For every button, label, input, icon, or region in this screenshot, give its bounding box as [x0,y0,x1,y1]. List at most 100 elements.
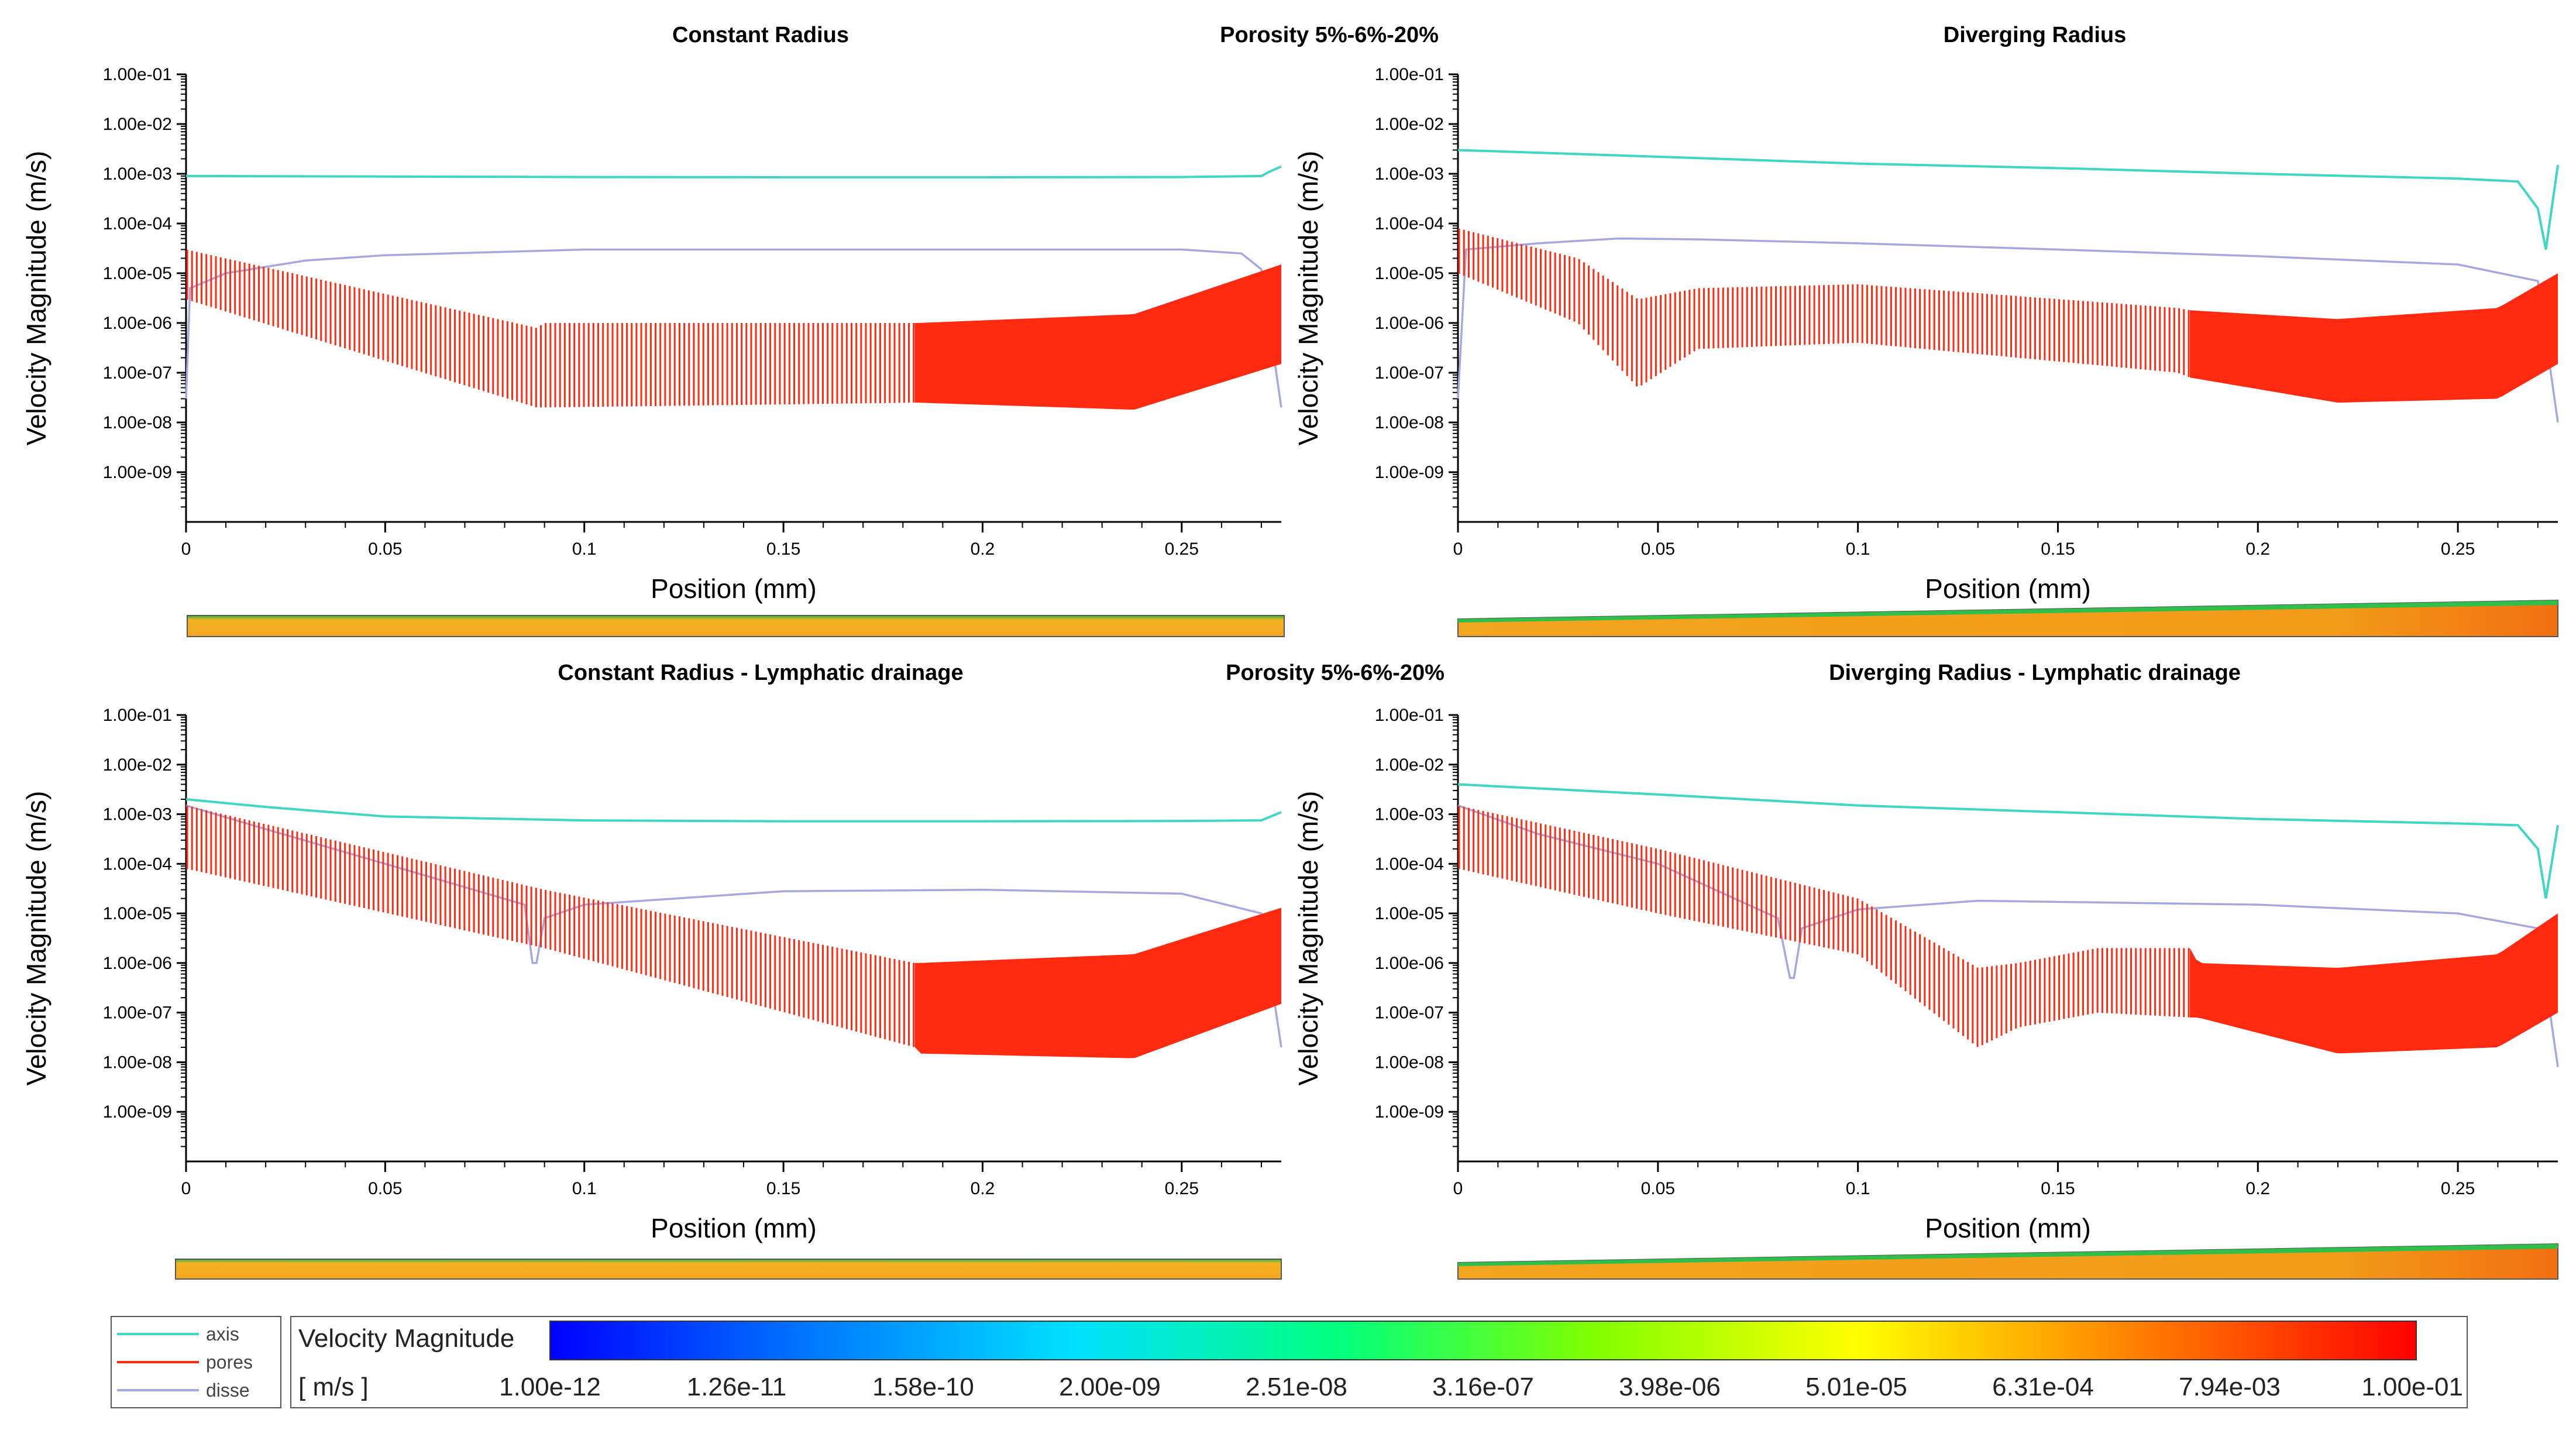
colorbar-tick-label: 1.00e-12 [499,1373,601,1401]
y-tick-label: 1.00e-07 [1375,363,1444,383]
y-tick-label: 1.00e-03 [103,164,172,184]
chart-title: Diverging Radius [1944,23,2127,47]
chart-constant-radius: Constant Radius 1.00e-01 1.00e-02 1.00e-03 1… [21,23,1282,604]
x-tick-label: 0.05 [368,1179,402,1198]
x-tick-label: 0.1 [572,1179,597,1198]
x-tick-label: 0.15 [766,539,800,559]
x-tick-label: 0.1 [1846,1179,1870,1198]
porosity-label-bottom: Porosity 5%-6%-20% [1226,661,1445,685]
legend: axis pores disse [111,1316,281,1408]
colorbar-gradient [549,1321,2417,1360]
legend-label-disse: disse [206,1380,250,1401]
chart-title: Constant Radius - Lymphatic drainage [558,661,963,685]
x-tick-label: 0 [181,1179,191,1198]
y-tick-label: 1.00e-04 [103,214,172,233]
axis-series-line [1457,149,2559,250]
x-tick-label: 0.25 [2441,539,2475,559]
pores-dense-band [914,908,1281,1058]
x-axis-label: Position (mm) [1925,573,2091,604]
y-axis-label: Velocity Magnitude (m/s) [21,151,51,446]
colorbar-tick-label: 2.00e-09 [1059,1373,1161,1401]
x-tick-label: 0.2 [2245,1179,2270,1198]
x-tick-label: 0 [1453,1179,1463,1198]
legend-label-pores: pores [206,1352,253,1373]
y-tick-label: 1.00e-03 [1375,805,1444,824]
pores-dense-band [2190,913,2558,1054]
disse-series-line [1457,237,2559,423]
axis-series-line [185,798,1282,823]
x-tick-label: 0 [1453,539,1463,559]
y-tick-label: 1.00e-06 [103,314,172,333]
x-tick-label: 0.2 [971,1179,995,1198]
geometry-strip-constant-top [187,615,1285,637]
chart-constant-radius-lymphatic: Constant Radius - Lymphatic drainage 1.00… [21,661,1282,1243]
y-tick-label: 1.00e-04 [1375,214,1444,233]
colorbar-tick-label: 3.16e-07 [1432,1373,1534,1401]
geometry-strip-constant-bottom [175,1259,1282,1280]
x-tick-label: 0.25 [2441,1179,2475,1198]
colorbar-tick-label: 2.51e-08 [1246,1373,1347,1401]
y-tick-label: 1.00e-05 [103,264,172,283]
x-tick-label: 0.2 [971,539,995,559]
disse-series-line [1457,804,2559,1067]
colorbar-tick-label: 5.01e-05 [1805,1373,1907,1401]
y-axis-label: Velocity Magnitude (m/s) [21,791,51,1086]
x-tick-label: 0.2 [2245,539,2270,559]
geometry-strip-diverging-bottom [1457,1243,2558,1280]
axis-series-line [1457,783,2559,899]
chart-title: Diverging Radius - Lymphatic drainage [1829,661,2241,685]
y-tick-label: 1.00e-01 [103,706,172,725]
disse-series-line [185,804,1282,1048]
porosity-label-top: Porosity 5%-6%-20% [1220,23,1439,47]
colorbar: Velocity Magnitude [ m/s ] 1.00e-12 1.26e… [290,1316,2468,1408]
x-tick-label: 0.1 [1846,539,1870,559]
x-tick-label: 0.05 [1641,539,1675,559]
y-tick-label: 1.00e-01 [1375,706,1444,725]
y-tick-label: 1.00e-06 [1375,314,1444,333]
geometry-strip-diverging-top [1457,599,2558,637]
y-tick-label: 1.00e-09 [1375,463,1444,482]
y-tick-label: 1.00e-02 [103,755,172,775]
x-tick-label: 0.25 [1165,539,1199,559]
legend-label-axis: axis [206,1324,239,1345]
y-tick-label: 1.00e-05 [103,904,172,923]
colorbar-tick-label: 1.26e-11 [687,1373,786,1401]
colorbar-tick-label: 3.98e-06 [1619,1373,1721,1401]
x-tick-label: 0.1 [572,539,597,559]
colorbar-tick-label: 7.94e-03 [2179,1373,2281,1401]
x-tick-label: 0.05 [1641,1179,1675,1198]
y-tick-label: 1.00e-03 [103,805,172,824]
y-tick-label: 1.00e-07 [103,1003,172,1023]
pores-dense-band [914,264,1281,410]
y-tick-label: 1.00e-02 [1375,755,1444,775]
y-tick-label: 1.00e-03 [1375,164,1444,184]
chart-title: Constant Radius [672,23,849,47]
chart-diverging-radius-lymphatic: Diverging Radius - Lymphatic drainage 1.0… [1293,661,2559,1243]
x-tick-label: 0.15 [2041,539,2075,559]
colorbar-tick-label: 6.31e-04 [1992,1373,2094,1401]
x-axis-label: Position (mm) [1925,1213,2091,1243]
y-tick-label: 1.00e-02 [1375,115,1444,134]
y-tick-label: 1.00e-02 [103,115,172,134]
chart-diverging-radius: Diverging Radius 1.00e-01 1.00e-02 1.00e-03… [1293,23,2559,604]
x-tick-label: 0.15 [766,1179,800,1198]
y-tick-label: 1.00e-01 [1375,65,1444,84]
x-tick-label: 0.25 [1165,1179,1199,1198]
y-tick-label: 1.00e-09 [1375,1102,1444,1122]
axis-series-line [185,165,1282,178]
y-tick-label: 1.00e-06 [1375,954,1444,973]
x-tick-label: 0 [181,539,191,559]
y-axis-label: Velocity Magnitude (m/s) [1293,791,1323,1086]
colorbar-tick-label: 1.58e-10 [872,1373,974,1401]
colorbar-tick-label: 1.00e-01 [2361,1373,2463,1401]
y-tick-label: 1.00e-04 [1375,854,1444,874]
colorbar-unit: [ m/s ] [298,1373,369,1401]
y-tick-label: 1.00e-08 [103,1053,172,1072]
pores-dense-band [2190,273,2558,403]
y-tick-label: 1.00e-05 [1375,904,1444,923]
y-tick-label: 1.00e-08 [1375,413,1444,432]
y-axis-label: Velocity Magnitude (m/s) [1293,151,1323,446]
colorbar-title: Velocity Magnitude [298,1324,514,1353]
y-tick-label: 1.00e-01 [103,65,172,84]
